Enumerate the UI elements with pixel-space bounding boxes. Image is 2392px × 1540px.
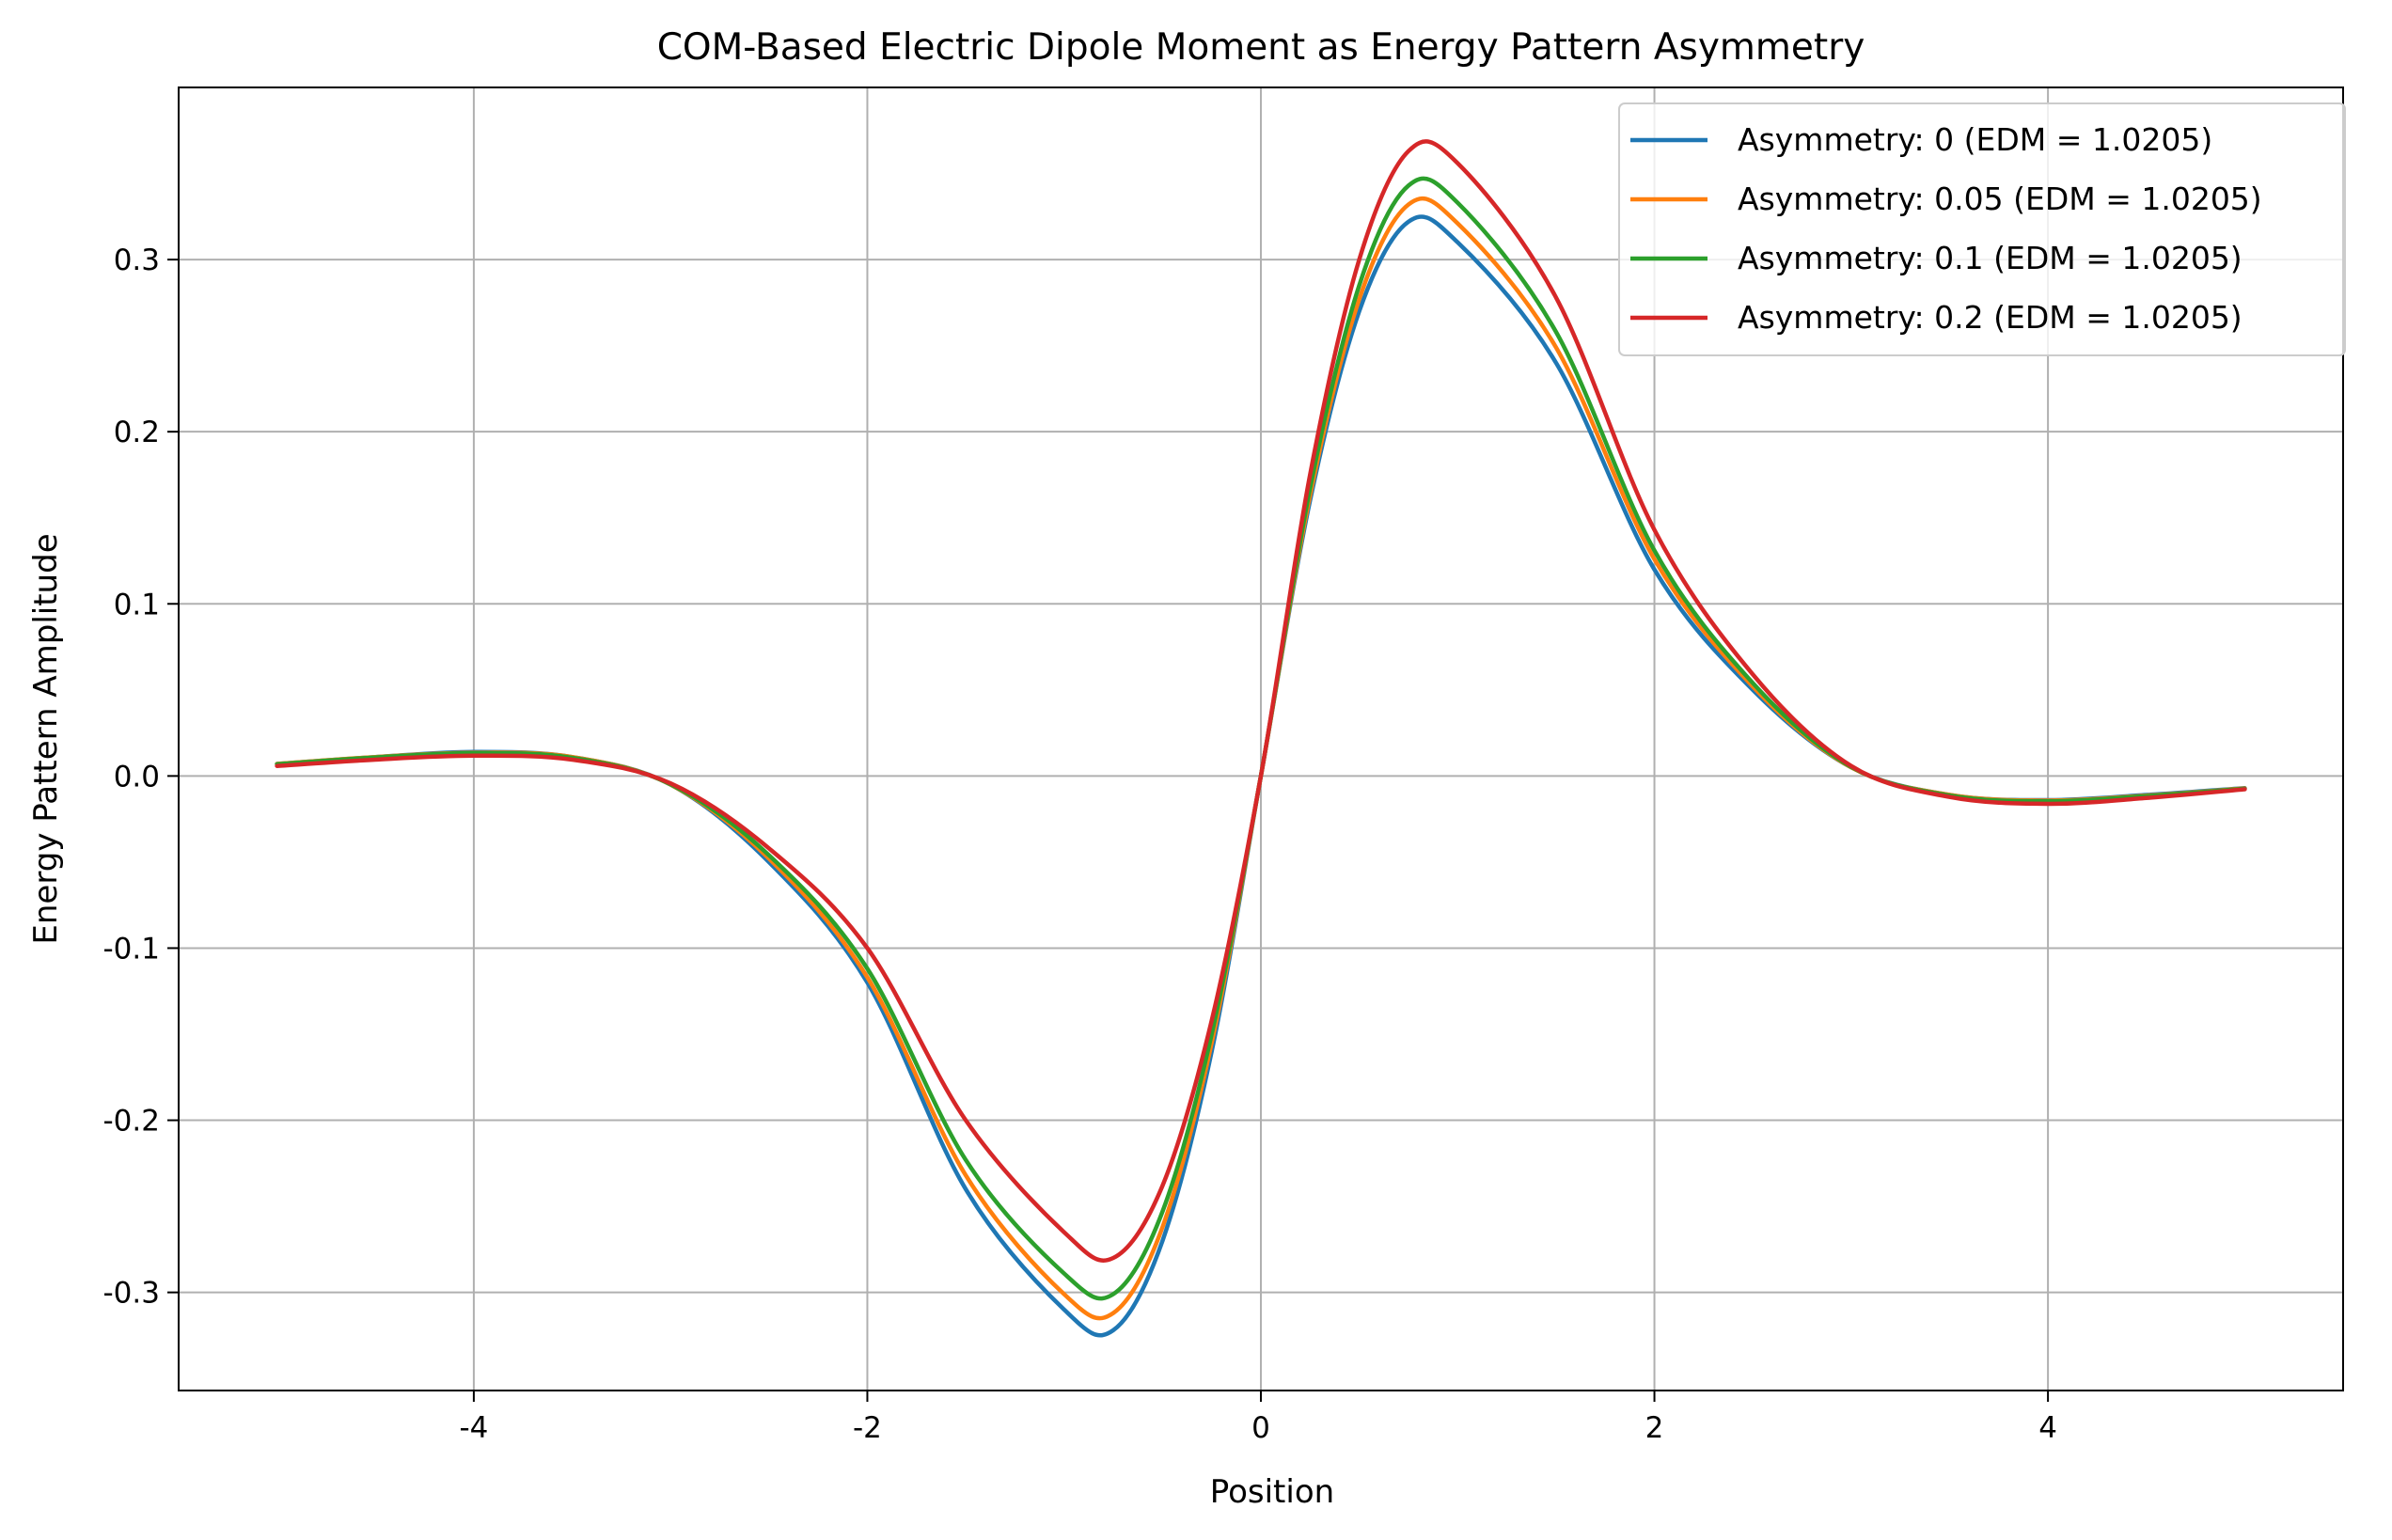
y-tick-label: -0.1 (103, 932, 161, 966)
series-line-3 (275, 139, 2247, 1263)
x-tick-label: 2 (1645, 1411, 1664, 1445)
y-axis-label: Energy Pattern Amplitude (27, 533, 65, 944)
legend-label: Asymmetry: 0.2 (EDM = 1.0205) (1738, 299, 2242, 336)
series-lines (275, 139, 2247, 1338)
legend-label: Asymmetry: 0.1 (EDM = 1.0205) (1738, 240, 2242, 276)
legend-box (1618, 102, 2346, 356)
y-tick-label: -0.3 (103, 1277, 161, 1311)
x-axis-ticks: -4 -2 0 2 4 (459, 1391, 2057, 1445)
chart-title: COM-Based Electric Dipole Moment as Ener… (657, 26, 1865, 69)
legend-label: Asymmetry: 0.05 (EDM = 1.0205) (1738, 181, 2262, 217)
y-tick-label: 0.0 (114, 760, 160, 794)
x-tick-label: 0 (1251, 1411, 1270, 1445)
y-tick-label: 0.2 (114, 416, 160, 449)
x-axis-label: Position (1210, 1473, 1334, 1511)
x-tick-label: 4 (2038, 1411, 2057, 1445)
y-axis-ticks: -0.3 -0.2 -0.1 0.0 0.1 0.2 0.3 (103, 244, 179, 1311)
y-tick-label: -0.2 (103, 1105, 161, 1139)
legend: Asymmetry: 0 (EDM = 1.0205) Asymmetry: 0.… (1618, 102, 2346, 356)
x-tick-label: -2 (853, 1411, 882, 1445)
legend-label: Asymmetry: 0 (EDM = 1.0205) (1738, 121, 2212, 158)
y-tick-label: 0.1 (114, 588, 160, 621)
x-tick-label: -4 (459, 1411, 488, 1445)
y-tick-label: 0.3 (114, 244, 160, 277)
